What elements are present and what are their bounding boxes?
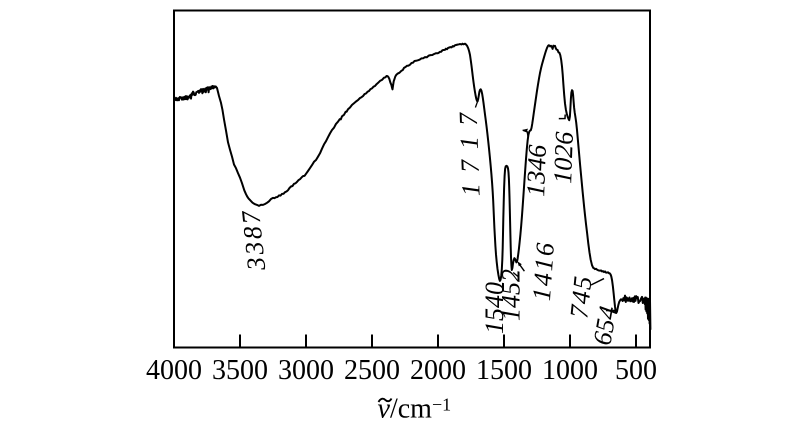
svg-text:1500: 1500 [476, 355, 532, 386]
svg-text:1000: 1000 [542, 355, 598, 386]
svg-text:3000: 3000 [278, 355, 334, 386]
svg-text:2000: 2000 [410, 355, 466, 386]
svg-text:500: 500 [615, 355, 657, 386]
svg-text:1026: 1026 [548, 131, 579, 184]
svg-text:3387: 3387 [236, 207, 271, 273]
svg-text:4000: 4000 [146, 355, 202, 386]
svg-text:1540: 1540 [480, 282, 509, 334]
svg-text:3500: 3500 [212, 355, 268, 386]
svg-text:1452: 1452 [497, 269, 526, 321]
svg-text:1717: 1717 [453, 102, 485, 197]
svg-text:1346: 1346 [521, 144, 552, 197]
svg-text:2500: 2500 [344, 355, 400, 386]
svg-text:745: 745 [564, 273, 597, 319]
svg-text:654: 654 [587, 304, 622, 347]
svg-text:1416: 1416 [527, 240, 560, 302]
